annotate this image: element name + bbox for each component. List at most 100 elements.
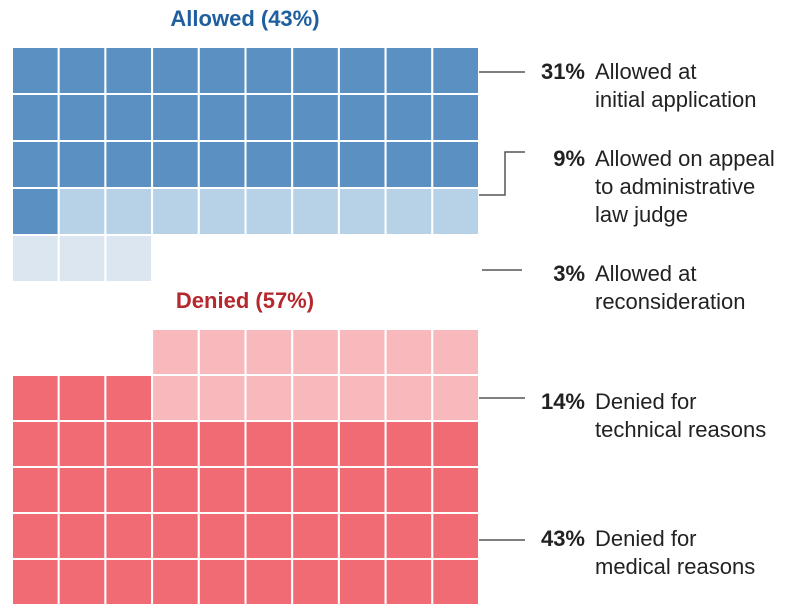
waffle-cell [244,93,294,142]
waffle-cell [384,328,434,376]
waffle-cell [104,420,154,468]
value-label: 9% [553,146,585,171]
segment-label: initial application [595,87,756,112]
waffle-cell [244,558,294,606]
waffle-cell [151,512,200,560]
waffle-cell [104,234,154,283]
waffle-cell [431,93,480,142]
waffle-cell [11,466,60,514]
waffle-cell [431,46,480,95]
waffle-cell [431,466,480,514]
segment-label: medical reasons [595,554,755,579]
waffle-cell [197,93,247,142]
segment-label: Allowed at [595,261,697,286]
segment-label: Allowed at [595,59,697,84]
waffle-cell [104,466,154,514]
waffle-cell [384,374,434,422]
waffle-cell [197,558,247,606]
waffle-cell [291,420,340,468]
waffle-cell [244,46,294,95]
waffle-cell [337,187,387,236]
waffle-cell [431,328,480,376]
waffle-cell [57,93,107,142]
waffle-cell [291,374,340,422]
waffle-cell [11,374,60,422]
group-title: Allowed (43%) [170,6,319,31]
waffle-cell [104,558,154,606]
waffle-cell [104,374,154,422]
waffle-cell [57,234,107,283]
waffle-cell [244,328,294,376]
waffle-cell [384,140,434,189]
waffle-cell [197,187,247,236]
waffle-cell [337,140,387,189]
waffle-cell [57,420,107,468]
waffle-cell [337,512,387,560]
waffle-cell [431,512,480,560]
waffle-cell [431,187,480,236]
segment-label: to administrative [595,174,755,199]
waffle-cell [151,93,200,142]
waffle-cell [431,420,480,468]
waffle-cell [151,46,200,95]
value-label: 43% [541,526,585,551]
waffle-cell [104,46,154,95]
waffle-cell [431,374,480,422]
waffle-cell [11,93,60,142]
waffle-cell [57,466,107,514]
waffle-cell [11,512,60,560]
waffle-cell [197,466,247,514]
value-label: 3% [553,261,585,286]
value-label: 31% [541,59,585,84]
connector [479,151,525,196]
segment-label: Denied for [595,389,697,414]
waffle-cell [57,140,107,189]
waffle-cell [384,512,434,560]
waffle-cell [151,420,200,468]
waffle-cell [197,140,247,189]
waffle-cell [384,93,434,142]
waffle-cell [337,328,387,376]
waffle-cell [291,93,340,142]
waffle-cell [197,328,247,376]
waffle-cell [104,140,154,189]
waffle-cell [291,46,340,95]
waffle-cell [337,374,387,422]
waffle-cell [337,558,387,606]
waffle-cell [384,46,434,95]
waffle-cell [244,374,294,422]
waffle-cell [11,558,60,606]
waffle-cell [197,420,247,468]
waffle-cell [151,374,200,422]
waffle-cell [291,512,340,560]
waffle-cell [104,512,154,560]
waffle-cell [291,558,340,606]
waffle-cell [244,187,294,236]
value-label: 14% [541,389,585,414]
waffle-cell [104,187,154,236]
waffle-cell [11,420,60,468]
waffle-cell [244,140,294,189]
waffle-cell [431,140,480,189]
waffle-cell [337,466,387,514]
waffle-cell [197,374,247,422]
waffle-cell [291,466,340,514]
segment-label: Allowed on appeal [595,146,775,171]
waffle-cell [57,187,107,236]
waffle-cell [384,558,434,606]
waffle-cell [291,328,340,376]
waffle-cell [384,187,434,236]
waffle-cell [337,93,387,142]
waffle-cell [244,420,294,468]
waffle-cell [431,558,480,606]
waffle-cell [57,512,107,560]
segment-label: Denied for [595,526,697,551]
waffle-cell [197,46,247,95]
group-title: Denied (57%) [176,288,314,313]
waffle-cell [11,187,60,236]
waffle-cell [57,374,107,422]
waffle-cell [151,328,200,376]
segment-label: law judge [595,202,688,227]
waffle-cell [151,187,200,236]
